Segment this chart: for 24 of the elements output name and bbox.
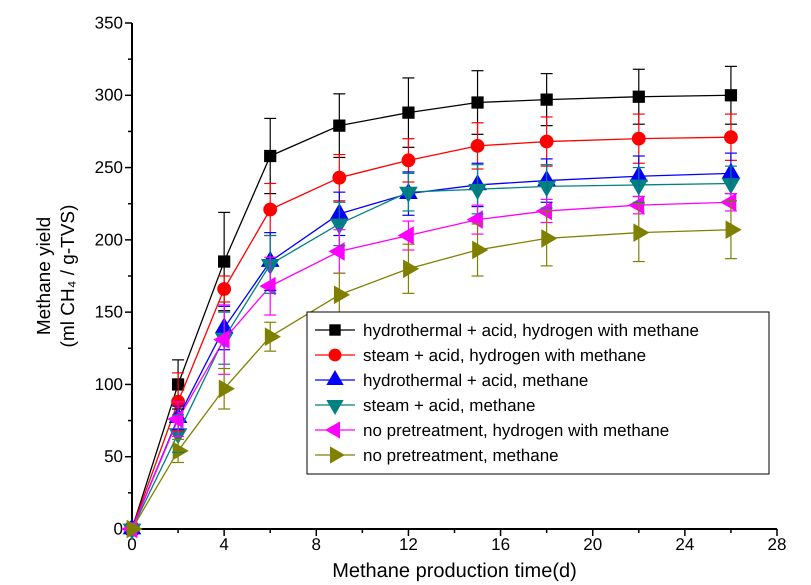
- x-tick-label: 20: [583, 535, 602, 554]
- y-tick-label: 100: [94, 374, 123, 394]
- y-tick-label: 350: [94, 13, 123, 32]
- legend-label: hydrothermal + acid, methane: [363, 371, 588, 390]
- x-tick-label: 24: [675, 535, 694, 554]
- y-tick-label: 150: [94, 302, 123, 322]
- x-tick-label: 0: [127, 535, 137, 554]
- x-tick-label: 8: [312, 535, 322, 554]
- y-tick-label: 50: [104, 447, 123, 466]
- y-axis-title: Methane yield (ml CH₄ / g-TVS): [34, 204, 79, 348]
- y-tick-label: 250: [94, 158, 123, 178]
- legend-label: steam + acid, methane: [363, 396, 536, 415]
- y-tick-label: 0: [114, 519, 123, 538]
- x-tick-label: 28: [768, 535, 786, 554]
- legend-label: steam + acid, hydrogen with methane: [363, 346, 646, 365]
- y-tick-label: 200: [94, 230, 123, 250]
- y-tick-label: 300: [94, 86, 123, 105]
- legend-label: hydrothermal + acid, hydrogen with methane: [363, 321, 699, 340]
- x-axis-title: Methane production time(d): [332, 560, 577, 582]
- x-tick-label: 12: [398, 535, 418, 554]
- x-tick-label: 16: [491, 535, 510, 554]
- x-tick-label: 4: [219, 535, 229, 554]
- legend-label: no pretreatment, hydrogen with methane: [363, 421, 670, 440]
- legend-label: no pretreatment, methane: [363, 446, 559, 465]
